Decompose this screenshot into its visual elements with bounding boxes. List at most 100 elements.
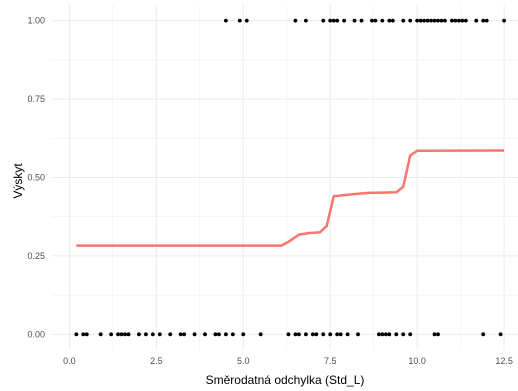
data-point — [456, 18, 461, 23]
x-axis-title: Směrodatná odchylka (Std_L) — [206, 373, 365, 387]
data-point — [84, 332, 89, 337]
data-point — [432, 332, 437, 337]
data-point — [408, 332, 413, 337]
data-point — [286, 332, 291, 337]
data-point — [123, 332, 127, 337]
data-point — [390, 18, 395, 23]
data-point — [168, 332, 173, 337]
data-point — [331, 18, 336, 23]
data-point — [293, 18, 298, 23]
data-point — [137, 332, 141, 337]
data-point — [203, 332, 207, 337]
data-point — [338, 332, 343, 337]
data-point — [387, 18, 392, 23]
data-point — [432, 18, 437, 23]
data-point — [481, 18, 486, 23]
data-point — [474, 18, 479, 23]
x-tick-label: 0.0 — [63, 356, 76, 366]
data-point — [230, 332, 235, 337]
x-tick-label: 2.5 — [150, 356, 163, 366]
data-point — [258, 332, 263, 337]
data-point — [425, 18, 430, 23]
data-point — [370, 18, 374, 23]
data-point — [321, 18, 326, 23]
data-point — [328, 18, 333, 23]
data-point — [373, 18, 378, 23]
data-point — [453, 18, 458, 23]
y-tick-label: 0.50 — [27, 173, 45, 183]
x-tick-label: 12.5 — [495, 356, 513, 366]
data-point — [217, 332, 221, 337]
data-point — [387, 332, 392, 337]
data-point — [213, 332, 218, 337]
data-point — [376, 332, 381, 337]
data-point — [484, 18, 489, 23]
x-tick-label: 7.5 — [324, 356, 337, 366]
fitted-line — [76, 149, 505, 247]
data-point — [380, 332, 385, 337]
data-point — [297, 332, 301, 337]
data-point — [450, 18, 454, 23]
data-point — [237, 18, 242, 23]
data-point — [178, 332, 183, 337]
y-tick-label: 0.00 — [27, 329, 45, 339]
y-tick-label: 1.00 — [27, 16, 45, 26]
data-point — [463, 18, 468, 23]
data-point — [394, 332, 399, 337]
fitted-curve — [76, 149, 505, 247]
data-point — [352, 18, 357, 23]
data-point — [303, 332, 308, 337]
data-point — [314, 332, 319, 337]
data-point — [157, 332, 162, 337]
data-point — [223, 332, 228, 337]
data-point — [436, 332, 440, 337]
data-point — [109, 332, 114, 337]
data-point — [345, 332, 350, 337]
data-point — [321, 332, 326, 337]
data-point — [335, 18, 340, 23]
data-point — [150, 332, 155, 337]
x-tick-label: 10.0 — [408, 356, 426, 366]
data-point — [498, 332, 503, 337]
y-axis-title: Výskyt — [11, 163, 25, 199]
data-point — [303, 18, 308, 23]
data-point — [359, 18, 364, 23]
data-point — [119, 332, 124, 337]
data-point — [443, 18, 447, 23]
data-point — [436, 18, 440, 23]
tick-labels: 0.0 2.5 5.0 7.5 10.0 12.5 0.00 0.25 0.50 0.75 1.00 — [27, 16, 512, 366]
data-point — [182, 332, 187, 337]
data-point — [116, 332, 120, 337]
data-point — [460, 18, 465, 23]
data-point — [383, 332, 388, 337]
data-point — [380, 18, 385, 23]
data-point — [335, 332, 340, 337]
data-point — [74, 332, 79, 337]
data-point — [126, 332, 131, 337]
data-point — [223, 18, 228, 23]
data-point — [502, 18, 506, 23]
data-point — [415, 18, 420, 23]
data-point — [293, 332, 298, 337]
data-point — [241, 332, 246, 337]
data-point — [143, 332, 148, 337]
y-tick-label: 0.25 — [27, 251, 45, 261]
data-point — [244, 18, 249, 23]
x-tick-label: 5.0 — [237, 356, 250, 366]
data-point — [439, 18, 444, 23]
data-point — [408, 18, 413, 23]
data-point — [192, 332, 197, 337]
data-point — [422, 18, 427, 23]
data-point — [401, 332, 406, 337]
data-point — [310, 332, 315, 337]
data-point — [429, 18, 433, 23]
data-point — [342, 18, 347, 23]
y-tick-label: 0.75 — [27, 94, 45, 104]
data-points — [74, 18, 506, 337]
data-point — [418, 18, 423, 23]
data-point — [481, 332, 486, 337]
data-point — [81, 332, 86, 337]
data-point — [356, 332, 360, 337]
data-point — [401, 18, 406, 23]
